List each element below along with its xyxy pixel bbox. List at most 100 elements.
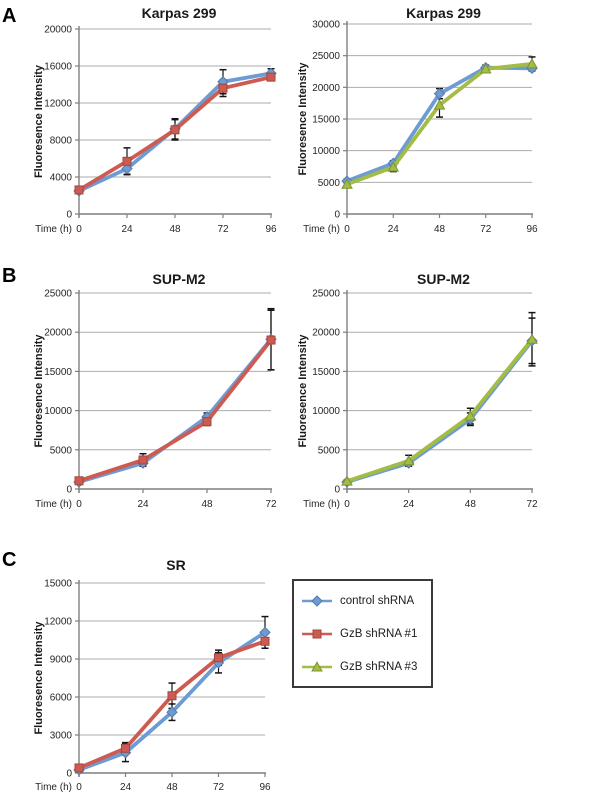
triangle-marker bbox=[311, 660, 323, 671]
legend-marker-gzb-shrna-1-icon bbox=[301, 627, 333, 641]
y-tick-label: 4000 bbox=[50, 173, 73, 184]
y-tick-label: 5000 bbox=[318, 178, 341, 189]
panel-label-b: B bbox=[2, 265, 17, 287]
y-tick-label: 5000 bbox=[50, 445, 73, 456]
legend-label-gzb-shrna-3: GzB shRNA #3 bbox=[340, 660, 418, 673]
x-tick-label: 48 bbox=[434, 224, 446, 235]
triangle-marker bbox=[433, 99, 446, 110]
square-marker bbox=[312, 629, 322, 638]
y-tick-label: 20000 bbox=[44, 328, 72, 339]
y-tick-label: 0 bbox=[66, 210, 72, 221]
series-line-gzb-shrna-1 bbox=[77, 338, 273, 483]
x-tick-label: 72 bbox=[217, 224, 229, 235]
x-tick-label: 72 bbox=[526, 499, 538, 510]
triangle-marker bbox=[464, 410, 477, 421]
series-line-control-shrna bbox=[345, 65, 534, 183]
legend-box: control shRNA GzB shRNA #1 GzB shRNA #3 bbox=[292, 579, 433, 688]
diamond-marker bbox=[311, 594, 323, 607]
y-tick-label: 0 bbox=[66, 769, 72, 780]
x-axis-caption: Time (h) bbox=[35, 224, 72, 235]
x-tick-label: 0 bbox=[344, 499, 350, 510]
x-tick-label: 48 bbox=[169, 224, 181, 235]
square-marker bbox=[74, 763, 84, 773]
x-tick-label: 24 bbox=[121, 224, 133, 235]
x-axis-caption: Time (h) bbox=[35, 782, 72, 793]
chart-karpas299-control-vs-shrna3: Karpas 299 Fluoresence Intensity 0 5000 1000… bbox=[268, 2, 568, 247]
triangle-marker bbox=[341, 475, 353, 486]
x-tick-label: 72 bbox=[265, 499, 277, 510]
chart-canvas: SR Fluoresence Intensity 0 3000 6000 9000 1200… bbox=[33, 557, 271, 793]
y-tick-label: 30000 bbox=[312, 20, 340, 31]
y-tick-label: 15000 bbox=[312, 367, 340, 378]
triangle-marker bbox=[402, 454, 415, 466]
square-marker bbox=[138, 455, 148, 465]
x-axis-caption: Time (h) bbox=[303, 224, 340, 235]
y-tick-label: 10000 bbox=[312, 406, 340, 417]
y-tick-label: 16000 bbox=[44, 62, 72, 73]
square-marker bbox=[266, 335, 276, 345]
y-tick-label: 10000 bbox=[312, 146, 340, 157]
y-tick-label: 9000 bbox=[50, 655, 73, 666]
x-tick-label: 72 bbox=[480, 224, 492, 235]
x-tick-label: 24 bbox=[403, 499, 415, 510]
square-marker bbox=[266, 72, 276, 82]
y-tick-label: 25000 bbox=[312, 289, 340, 300]
chart-canvas: Karpas 299 Fluoresence Intensity 0 4000 8000… bbox=[33, 5, 277, 235]
square-marker bbox=[202, 417, 212, 427]
panel-label-c: C bbox=[2, 549, 17, 571]
square-marker bbox=[74, 185, 84, 195]
y-tick-label: 15000 bbox=[312, 115, 340, 126]
chart-title: Karpas 299 bbox=[142, 5, 217, 21]
y-tick-label: 20000 bbox=[44, 25, 72, 36]
square-marker bbox=[170, 125, 180, 135]
square-marker bbox=[218, 83, 228, 93]
legend-item-gzb-shrna-3: GzB shRNA #3 bbox=[301, 660, 429, 674]
y-axis-label: Fluoresence Intensity bbox=[33, 64, 45, 178]
x-tick-label: 96 bbox=[526, 224, 538, 235]
x-axis-caption: Time (h) bbox=[35, 499, 72, 510]
y-tick-label: 20000 bbox=[312, 328, 340, 339]
y-tick-label: 3000 bbox=[50, 731, 73, 742]
y-tick-label: 15000 bbox=[44, 367, 72, 378]
triangle-marker bbox=[479, 63, 492, 74]
y-tick-label: 20000 bbox=[312, 83, 340, 94]
square-marker bbox=[214, 653, 223, 663]
triangle-marker bbox=[387, 161, 400, 172]
y-axis-label: Fluoresence Intensity bbox=[33, 621, 45, 735]
square-marker bbox=[122, 156, 132, 166]
chart-supm2-control-vs-shrna3: SUP-M2 Fluoresence Intensity 0 5000 10000 150… bbox=[268, 260, 568, 515]
y-tick-label: 0 bbox=[66, 485, 72, 496]
chart-sr-control-vs-shrna1: SR Fluoresence Intensity 0 3000 6000 9000 1200… bbox=[0, 546, 300, 796]
y-tick-label: 12000 bbox=[44, 617, 72, 628]
triangle-marker bbox=[526, 58, 538, 69]
triangle-legend-glyph bbox=[302, 660, 332, 671]
x-tick-label: 0 bbox=[344, 224, 350, 235]
x-tick-label: 48 bbox=[465, 499, 477, 510]
diamond-marker bbox=[166, 706, 178, 718]
x-tick-label: 24 bbox=[388, 224, 400, 235]
chart-title: SR bbox=[166, 557, 185, 573]
chart-title: SUP-M2 bbox=[417, 271, 470, 287]
y-tick-label: 0 bbox=[334, 210, 340, 221]
y-tick-label: 6000 bbox=[50, 693, 73, 704]
x-tick-label: 24 bbox=[137, 499, 149, 510]
x-tick-label: 48 bbox=[166, 782, 178, 793]
x-tick-label: 72 bbox=[213, 782, 225, 793]
legend-label-control-shrna: control shRNA bbox=[340, 594, 415, 607]
diamond-marker bbox=[121, 162, 133, 175]
x-tick-label: 48 bbox=[201, 499, 213, 510]
square-marker bbox=[74, 476, 84, 486]
y-axis-label: Fluoresence Intensity bbox=[297, 334, 309, 448]
chart-canvas: SUP-M2 Fluoresence Intensity 0 5000 10000 150… bbox=[297, 271, 538, 510]
y-tick-label: 25000 bbox=[44, 289, 72, 300]
y-tick-label: 0 bbox=[334, 485, 340, 496]
series-line-gzb-shrna-3 bbox=[345, 62, 534, 187]
square-marker bbox=[121, 743, 130, 753]
square-legend-glyph bbox=[302, 629, 332, 638]
chart-canvas: SUP-M2 Fluoresence Intensity 0 5000 10000 150… bbox=[33, 271, 277, 510]
y-tick-label: 8000 bbox=[50, 136, 73, 147]
x-tick-label: 96 bbox=[265, 224, 277, 235]
x-tick-label: 0 bbox=[76, 224, 82, 235]
x-tick-label: 0 bbox=[76, 782, 82, 793]
